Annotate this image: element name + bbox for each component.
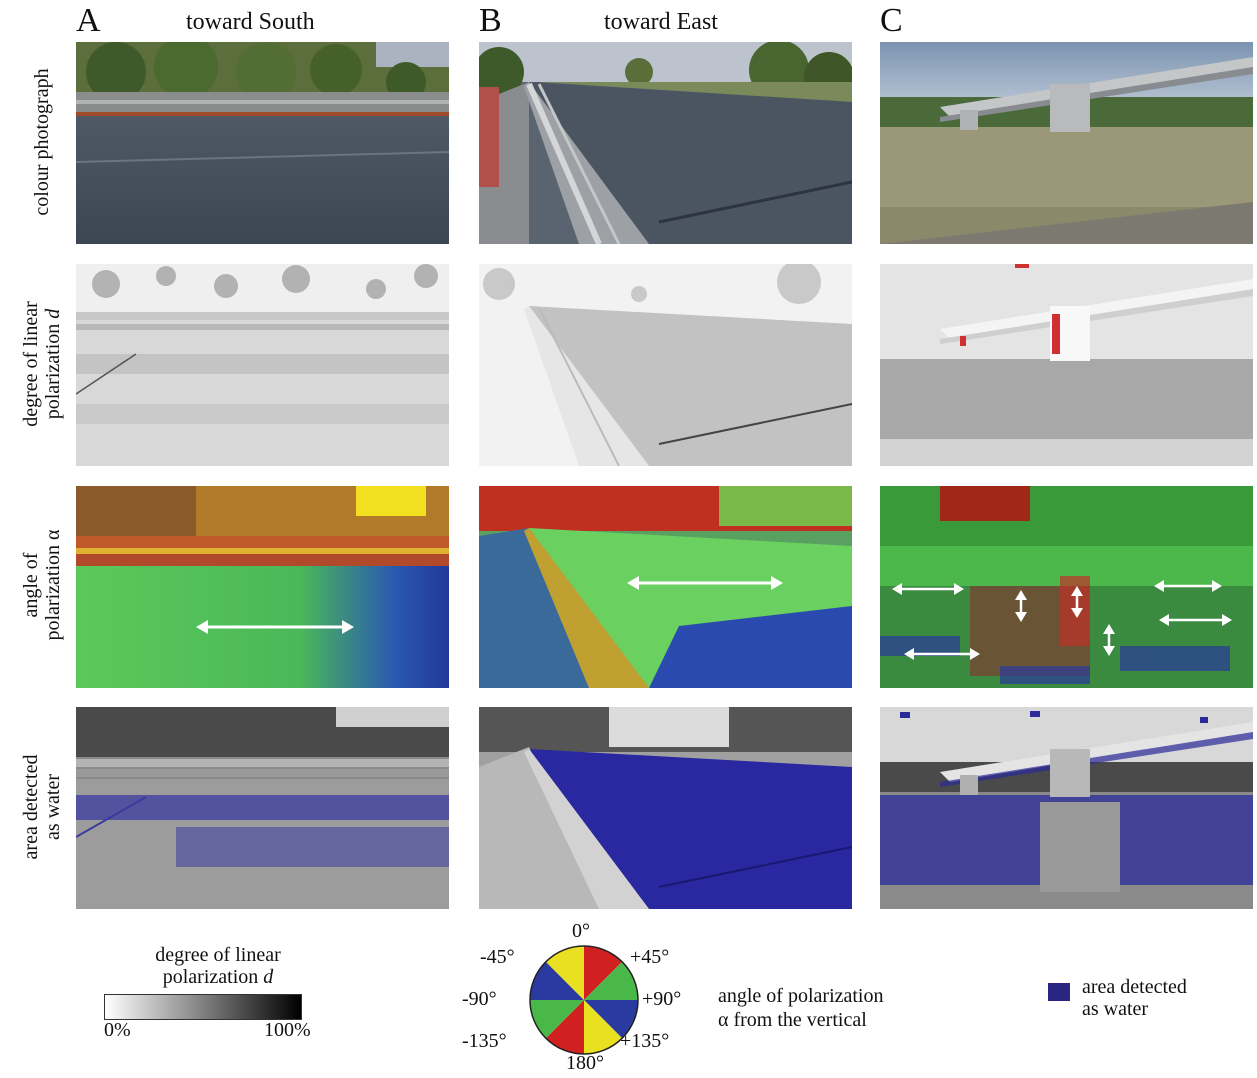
column-title-b: toward East [604, 9, 718, 35]
aop-b-arrow [627, 576, 783, 590]
row-label-photo: colour photograph [31, 68, 53, 216]
column-letter-c: C [880, 2, 903, 39]
legend-dop-max: 100% [264, 1019, 311, 1041]
water-b [479, 707, 852, 909]
legend-aop-180: 180° [566, 1052, 604, 1074]
column-letter-a: A [76, 2, 101, 39]
dop-b [479, 264, 852, 466]
legend-aop-m45: -45° [480, 946, 515, 968]
legend-dop-min: 0% [104, 1019, 131, 1041]
aop-a [76, 486, 449, 688]
dop-c [880, 264, 1253, 466]
aop-c-arrows [892, 580, 1232, 660]
water-c [880, 707, 1253, 909]
aop-a-arrow [196, 620, 354, 634]
aop-b [479, 486, 852, 688]
legend-water-text: area detected as water [1082, 976, 1187, 1020]
legend-dop-gradient-bar [104, 994, 302, 1020]
column-title-a: toward South [186, 9, 315, 35]
legend-aop-text: angle of polarization α from the vertica… [718, 985, 884, 1031]
legend-aop-0: 0° [572, 920, 590, 942]
photo-b [479, 42, 852, 244]
legend-aop-wheel [528, 944, 640, 1056]
photo-c [880, 42, 1253, 244]
legend-aop-m90: -90° [462, 988, 497, 1010]
dop-a [76, 264, 449, 466]
legend-dop-title: degree of linear polarization d [155, 944, 281, 988]
row-label-water: area detected as water [20, 754, 64, 860]
legend-water-swatch [1048, 983, 1070, 1001]
water-a [76, 707, 449, 909]
aop-c [880, 486, 1253, 688]
row-label-aop: angle of polarization α [20, 529, 64, 641]
legend-aop-p45: +45° [630, 946, 670, 968]
legend-aop-p90: +90° [642, 988, 682, 1010]
legend-aop-m135: -135° [462, 1030, 507, 1052]
row-label-dop: degree of linear polarization d [20, 301, 64, 427]
photo-a [76, 42, 449, 244]
column-letter-b: B [479, 2, 502, 39]
legend-aop-p135: +135° [620, 1030, 670, 1052]
